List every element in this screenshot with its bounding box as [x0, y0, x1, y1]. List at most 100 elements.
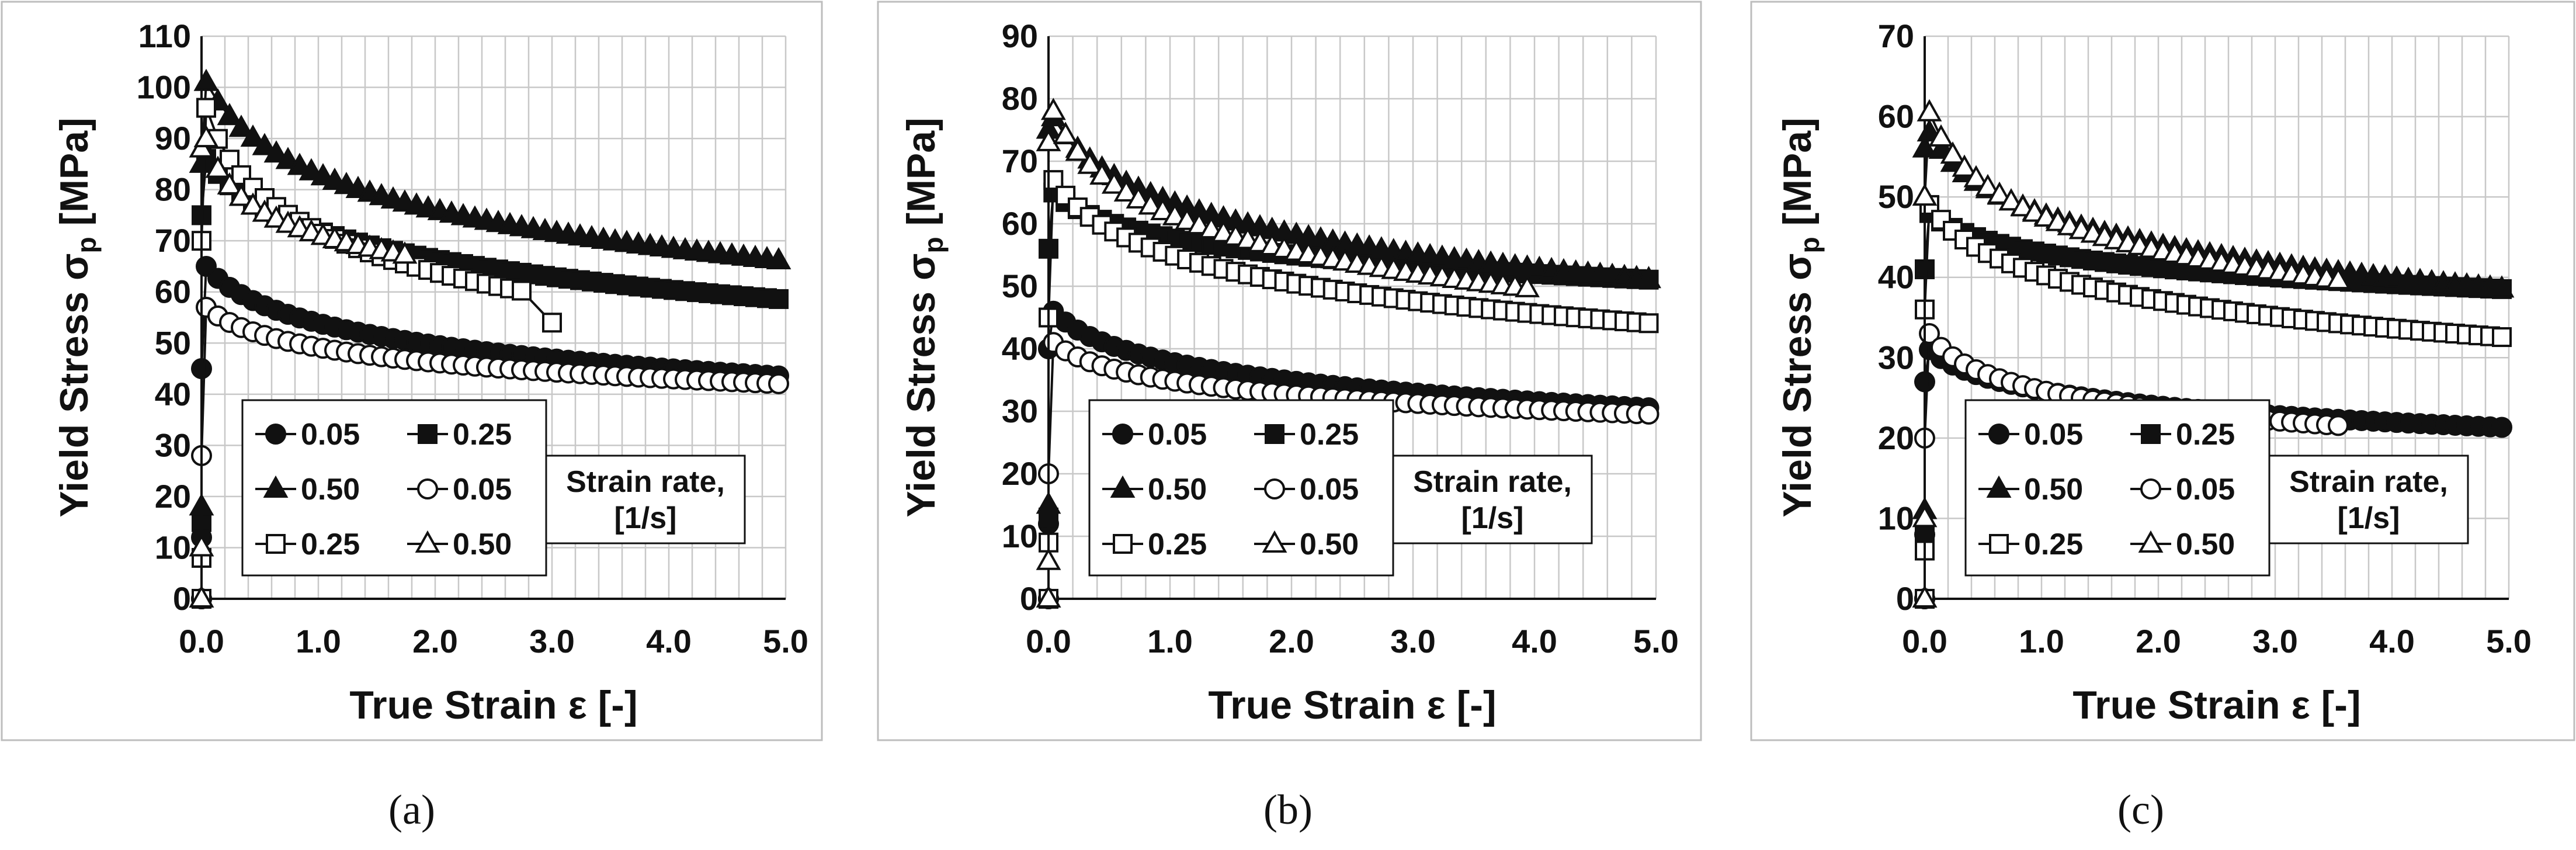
- x-tick-label: 5.0: [1633, 623, 1679, 660]
- y-tick-label: 20: [1878, 419, 1914, 456]
- legend-label: 0.25: [301, 528, 360, 561]
- x-tick-label: 2.0: [2136, 623, 2181, 660]
- y-tick-label: 60: [1002, 205, 1038, 242]
- legend-title: Strain rate,: [1413, 465, 1572, 499]
- y-tick-label: 50: [155, 324, 191, 361]
- y-tick-label: 50: [1878, 178, 1914, 215]
- y-tick-label: 10: [155, 529, 191, 565]
- y-tick-label: 100: [137, 69, 191, 106]
- legend-label: 0.50: [453, 528, 512, 561]
- y-tick-label: 0: [1020, 580, 1038, 617]
- legend-label: 0.50: [2176, 528, 2235, 561]
- y-axis-label: Yield Stress σp [MPa]: [899, 117, 949, 517]
- chart-panel-a: 0 10 20 30 40 50 60 70 80 90 100 110 0.0 1.0 2.0 3.0 4.0…: [2, 2, 822, 740]
- legend-marker-circle: [2141, 480, 2160, 498]
- caption-a: (a): [388, 786, 435, 833]
- legend-label: 0.25: [1300, 418, 1359, 452]
- legend-title: [1/s]: [2338, 501, 2400, 535]
- legend-label: 0.05: [1148, 418, 1207, 452]
- y-tick-label: 50: [1002, 268, 1038, 304]
- data-point: [2493, 328, 2511, 346]
- legend-label: 0.25: [2024, 528, 2083, 561]
- data-point: [543, 314, 561, 331]
- legend-marker-circle: [1265, 480, 1284, 498]
- y-tick-label: 70: [155, 222, 191, 259]
- data-point: [513, 282, 530, 299]
- legend-label: 0.25: [1148, 528, 1207, 561]
- legend-marker-square: [1990, 535, 2008, 553]
- chart-panel-b: 0 10 20 30 40 50 60 70 80 90 0.0 1.0 2.0 3.0 4.0 5.0 Tru…: [878, 2, 1701, 740]
- y-tick-label: 70: [1002, 143, 1038, 179]
- legend-label: 0.05: [2176, 473, 2235, 506]
- y-tick-label: 10: [1002, 518, 1038, 554]
- y-tick-label: 20: [155, 478, 191, 515]
- x-axis-label: True Strain ε [-]: [1208, 683, 1496, 727]
- y-tick-label: 30: [1002, 393, 1038, 429]
- data-point: [2492, 418, 2511, 436]
- x-tick-label: 3.0: [1390, 623, 1436, 660]
- data-point: [2329, 416, 2348, 435]
- caption-b: (b): [1263, 786, 1313, 833]
- legend-label: 0.50: [1300, 528, 1359, 561]
- legend-marker-circle: [1113, 425, 1132, 443]
- legend-marker-square: [1114, 535, 1131, 553]
- x-tick-label: 0.0: [1026, 623, 1071, 660]
- y-tick-label: 40: [155, 376, 191, 412]
- y-axis-label: Yield Stress σp [MPa]: [52, 117, 102, 517]
- legend-label: 0.05: [1300, 473, 1359, 506]
- y-tick-label: 10: [1878, 499, 1914, 536]
- y-tick-label: 20: [1002, 455, 1038, 492]
- x-tick-label: 1.0: [2019, 623, 2064, 660]
- legend-marker-circle: [266, 425, 285, 443]
- x-tick-label: 1.0: [296, 623, 341, 660]
- y-tick-label: 80: [1002, 80, 1038, 117]
- x-tick-label: 3.0: [529, 623, 575, 660]
- caption-c: (c): [2117, 786, 2164, 833]
- chart-panel-c: 0 10 20 30 40 50 60 70 0.0 1.0 2.0 3.0 4.0 5.0 True St…: [1751, 2, 2574, 740]
- legend-label: 0.05: [301, 418, 360, 452]
- legend-title: Strain rate,: [566, 465, 725, 499]
- x-tick-label: 2.0: [412, 623, 458, 660]
- legend-marker-square: [2142, 425, 2160, 443]
- legend-label: 0.50: [301, 473, 360, 506]
- data-point: [1640, 405, 1658, 424]
- x-tick-label: 1.0: [1147, 623, 1193, 660]
- y-tick-label: 60: [155, 273, 191, 310]
- y-axis-label: Yield Stress σp [MPa]: [1775, 117, 1825, 517]
- y-tick-label: 90: [155, 120, 191, 157]
- legend-marker-square: [267, 535, 284, 553]
- y-tick-label: 80: [155, 171, 191, 208]
- x-axis-label: True Strain ε [-]: [2072, 683, 2360, 727]
- legend-label: 0.25: [453, 418, 512, 452]
- x-tick-label: 2.0: [1269, 623, 1314, 660]
- x-tick-label: 5.0: [2486, 623, 2532, 660]
- legend-label: 0.05: [453, 473, 512, 506]
- legend-marker-square: [1266, 425, 1283, 443]
- legend-label: 0.50: [1148, 473, 1207, 506]
- legend-label: 0.25: [2176, 418, 2235, 452]
- y-tick-label: 90: [1002, 18, 1038, 54]
- y-tick-label: 30: [1878, 339, 1914, 376]
- x-tick-label: 0.0: [179, 623, 224, 660]
- data-point: [769, 374, 788, 393]
- y-tick-label: 0: [1896, 580, 1914, 617]
- legend-title: [1/s]: [1461, 501, 1524, 535]
- y-tick-label: 70: [1878, 18, 1914, 54]
- y-tick-label: 0: [173, 580, 191, 617]
- x-tick-label: 4.0: [1512, 623, 1557, 660]
- x-tick-label: 5.0: [763, 623, 808, 660]
- data-point: [197, 99, 215, 117]
- x-tick-label: 3.0: [2252, 623, 2298, 660]
- legend-marker-circle: [1990, 425, 2008, 443]
- x-tick-label: 4.0: [646, 623, 692, 660]
- y-tick-label: 40: [1878, 259, 1914, 296]
- data-point: [1640, 314, 1658, 332]
- y-tick-label: 40: [1002, 330, 1038, 367]
- legend-label: 0.05: [2024, 418, 2083, 452]
- legend-title: [1/s]: [615, 501, 677, 535]
- legend-label: 0.50: [2024, 473, 2083, 506]
- x-tick-label: 4.0: [2369, 623, 2415, 660]
- y-tick-label: 30: [155, 426, 191, 463]
- y-tick-label: 110: [138, 18, 191, 54]
- legend-marker-square: [419, 425, 436, 443]
